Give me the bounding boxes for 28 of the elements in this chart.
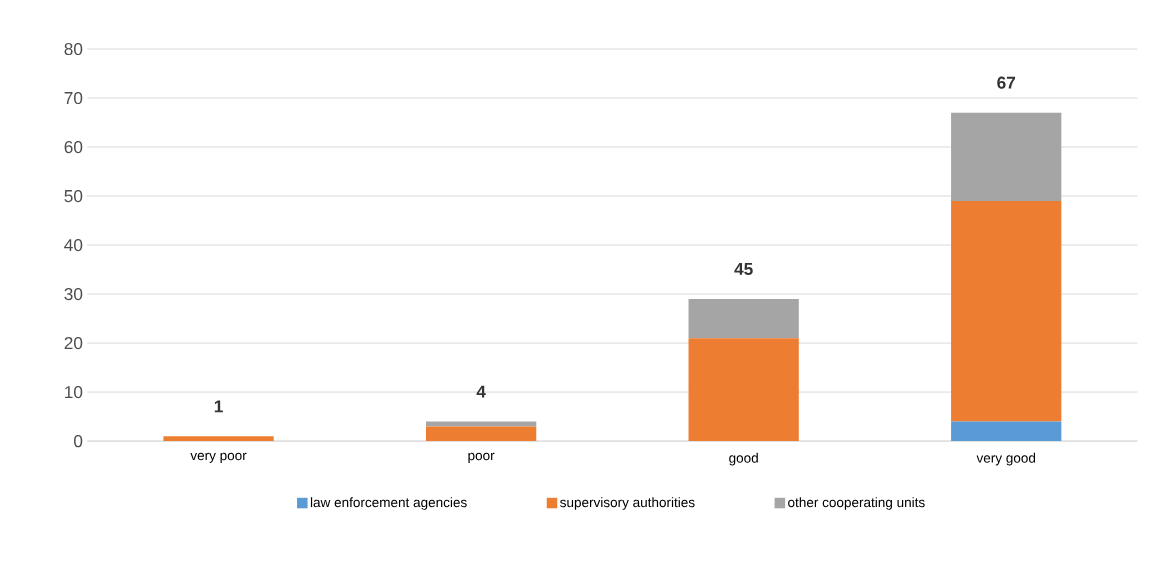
x-tick-label: poor (468, 452, 495, 463)
annotation: 67 (997, 76, 1016, 89)
bar (425, 426, 537, 442)
bar (163, 436, 274, 442)
bar (425, 421, 537, 427)
x-tick-label: very poor (190, 452, 247, 463)
annotation: 4 (476, 385, 486, 398)
x-tick-label: good (729, 452, 758, 466)
annotation: 1 (214, 400, 223, 413)
y-tick-label: 80 (64, 42, 83, 56)
bar (688, 338, 799, 442)
legend-label: supervisory authorities (560, 497, 695, 510)
y-tick-label: 20 (64, 336, 83, 350)
y-tick-label: 10 (65, 385, 83, 399)
bar (688, 298, 799, 339)
x-tick-label: very good (976, 452, 1036, 466)
annotation: 45 (734, 262, 753, 275)
bar (951, 200, 1062, 422)
y-tick-label: 60 (64, 140, 83, 154)
y-tick-label: 40 (64, 238, 83, 252)
y-tick-label: 0 (74, 434, 83, 448)
legend-label: law enforcement agencies (310, 497, 467, 510)
bar (951, 421, 1062, 442)
bar (951, 112, 1062, 201)
y-tick-label: 70 (64, 91, 83, 105)
y-tick-label: 30 (64, 287, 83, 301)
y-tick-label: 50 (64, 189, 83, 203)
legend-label: other cooperating units (788, 497, 925, 510)
